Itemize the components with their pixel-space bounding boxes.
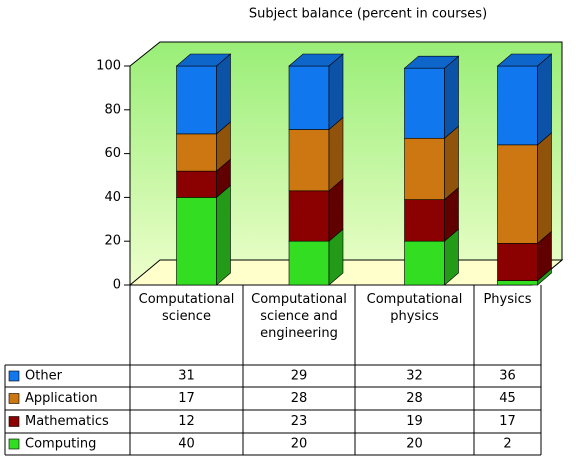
y-tick-label: 80 bbox=[104, 102, 121, 117]
bar-side bbox=[444, 55, 459, 139]
table-value: 12 bbox=[178, 414, 195, 429]
bar-side bbox=[444, 125, 459, 201]
y-tick-label: 20 bbox=[104, 234, 121, 249]
bar-segment bbox=[404, 240, 445, 286]
chart-title: Subject balance (percent in courses) bbox=[249, 7, 487, 22]
table-value: 17 bbox=[499, 414, 516, 429]
table-value: 29 bbox=[291, 369, 308, 384]
table-value: 23 bbox=[291, 414, 308, 429]
bar-segment bbox=[404, 137, 445, 200]
bar-segment bbox=[288, 190, 330, 242]
bar-segment bbox=[176, 133, 217, 172]
bar-side bbox=[216, 53, 231, 135]
bar-top bbox=[496, 53, 553, 67]
bar-segment bbox=[288, 240, 330, 286]
bar-side bbox=[216, 184, 231, 286]
table-value: 32 bbox=[406, 369, 423, 384]
legend-swatch bbox=[8, 393, 20, 404]
legend-label: Application bbox=[25, 391, 98, 406]
table-value: 20 bbox=[291, 437, 308, 452]
legend-label: Other bbox=[25, 369, 63, 384]
bar-segment bbox=[404, 67, 445, 139]
y-tick-label: 60 bbox=[104, 146, 121, 161]
table-value: 20 bbox=[406, 437, 423, 452]
bar-top bbox=[403, 55, 460, 69]
y-tick-label: 100 bbox=[96, 59, 121, 74]
bar-segment bbox=[288, 129, 330, 192]
table-value: 17 bbox=[178, 391, 195, 406]
bar-segment bbox=[176, 197, 217, 286]
legend-label: Computing bbox=[25, 437, 96, 452]
y-tick-label: 0 bbox=[113, 278, 121, 293]
category-label: Computational science bbox=[139, 292, 235, 324]
table-value: 45 bbox=[499, 391, 516, 406]
bar-side bbox=[328, 53, 344, 131]
bar-segment bbox=[497, 280, 538, 286]
table-value: 19 bbox=[406, 414, 423, 429]
bar-top bbox=[175, 53, 232, 67]
bar-segment bbox=[497, 243, 538, 281]
bar-segment bbox=[497, 65, 538, 146]
y-tick-label: 40 bbox=[104, 190, 121, 205]
bar-segment bbox=[404, 199, 445, 242]
table-value: 31 bbox=[178, 369, 195, 384]
bar-side bbox=[537, 132, 552, 245]
table-value: 2 bbox=[503, 437, 511, 452]
category-label: Physics bbox=[483, 292, 531, 307]
legend-swatch bbox=[8, 438, 20, 450]
bar-segment bbox=[176, 65, 217, 135]
category-label: Computational physics bbox=[367, 292, 463, 324]
bar-segment bbox=[176, 170, 217, 198]
bar-side bbox=[537, 53, 552, 146]
bar-segment bbox=[288, 65, 330, 130]
table-value: 28 bbox=[291, 391, 308, 406]
bar-side bbox=[328, 116, 344, 192]
legend-label: Mathematics bbox=[25, 414, 109, 429]
table-value: 40 bbox=[178, 437, 195, 452]
bar-top bbox=[288, 53, 344, 67]
table-value: 36 bbox=[499, 369, 516, 384]
table-value: 28 bbox=[406, 391, 423, 406]
bar-segment bbox=[497, 144, 538, 244]
legend-swatch bbox=[8, 416, 20, 427]
legend-swatch bbox=[8, 370, 20, 382]
category-label: Computational science and engineering bbox=[251, 292, 347, 341]
